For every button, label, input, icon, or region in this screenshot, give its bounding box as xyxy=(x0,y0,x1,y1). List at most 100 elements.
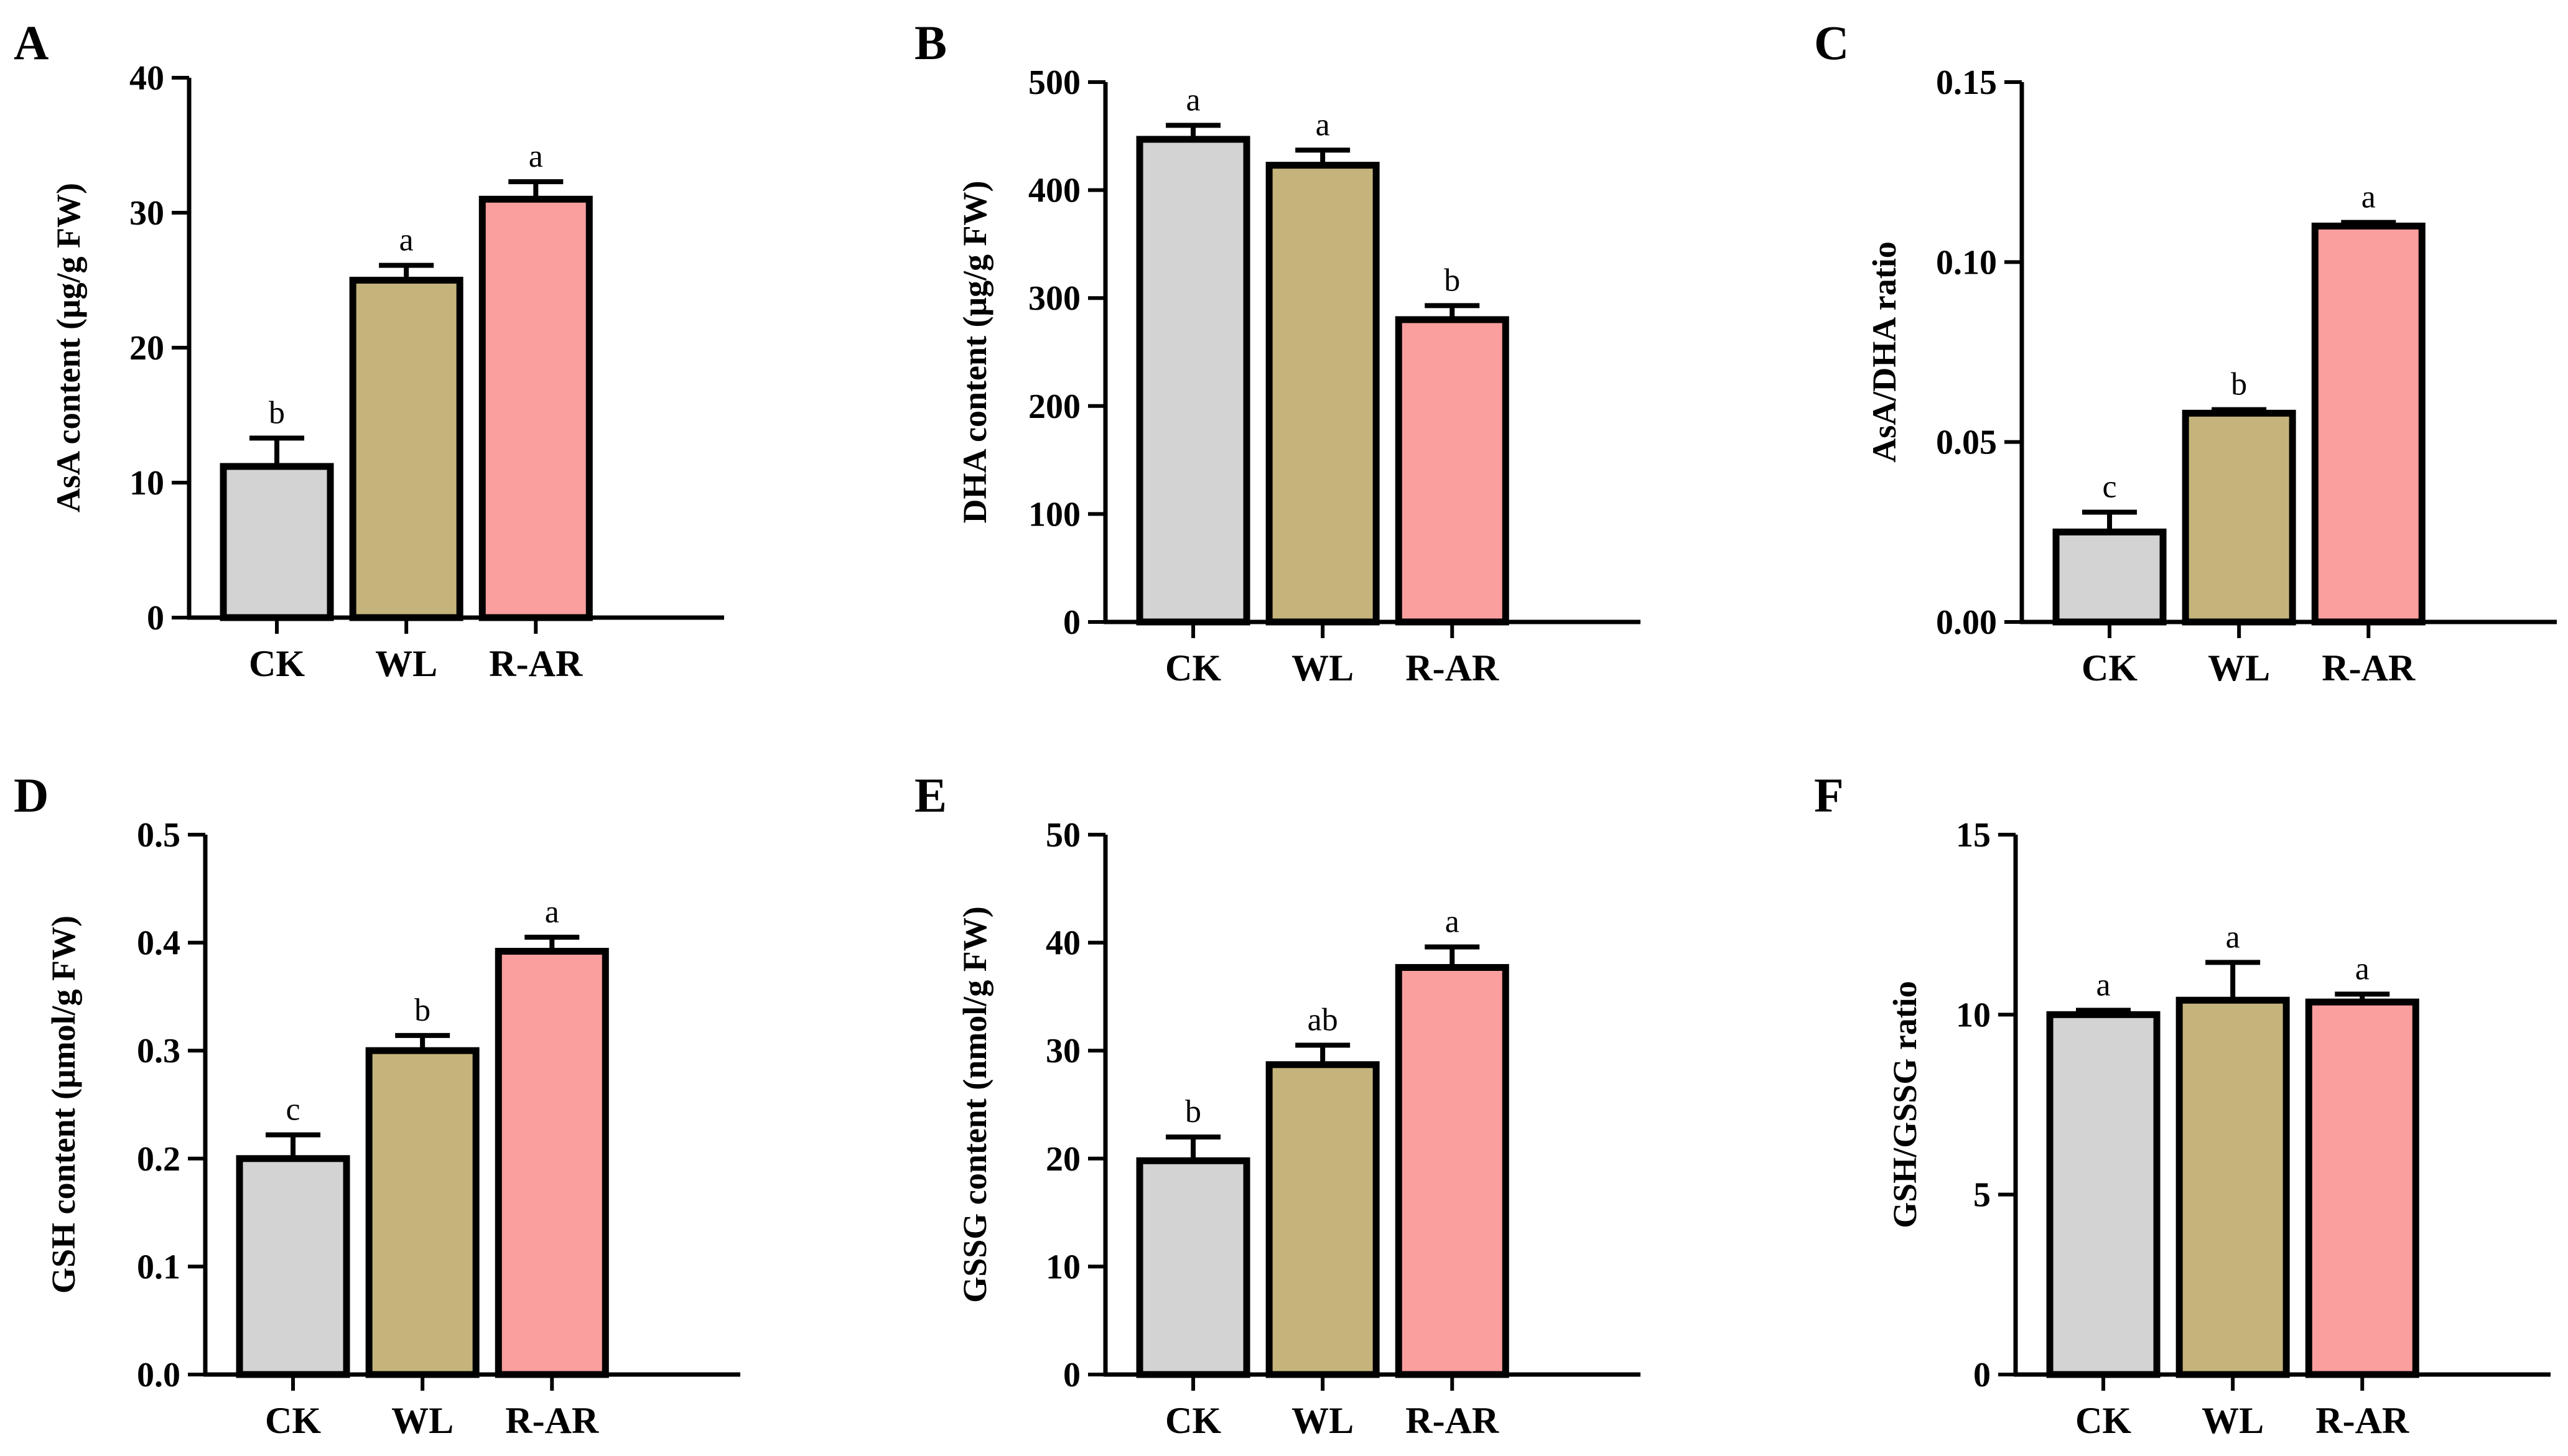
bar-R-AR xyxy=(1395,964,1509,1378)
y-tick-label: 10 xyxy=(129,464,164,503)
panel-letter: F xyxy=(1814,768,1844,822)
y-axis-title: DHA content (μg/g FW) xyxy=(956,180,993,523)
significance-label-CK: a xyxy=(1186,82,1200,118)
x-tick-label-WL: WL xyxy=(1291,1400,1354,1441)
bar-WL xyxy=(2182,409,2296,626)
y-tick-label: 100 xyxy=(1028,495,1081,534)
bar-WL xyxy=(349,277,463,621)
y-tick-label: 20 xyxy=(1046,1140,1081,1179)
significance-label-WL: ab xyxy=(1308,1003,1338,1038)
y-tick-label: 0.3 xyxy=(137,1032,180,1070)
y-tick-label: 0 xyxy=(1973,1356,1991,1394)
bar-WL xyxy=(2175,996,2290,1378)
bar-R-AR xyxy=(2305,998,2419,1378)
bar-WL xyxy=(1265,1061,1380,1378)
y-tick-label: 0.0 xyxy=(137,1356,180,1394)
significance-label-CK: c xyxy=(2102,470,2116,505)
y-tick-label: 30 xyxy=(129,194,164,233)
significance-label-CK: b xyxy=(269,395,285,430)
significance-label-R-AR: a xyxy=(2355,951,2370,986)
significance-label-R-AR: a xyxy=(545,894,559,930)
significance-label-R-AR: a xyxy=(2361,180,2376,215)
y-tick-label: 0.2 xyxy=(137,1140,180,1179)
x-tick-label-CK: CK xyxy=(1165,1400,1221,1441)
x-tick-label-WL: WL xyxy=(375,643,437,684)
x-tick-label-R-AR: R-AR xyxy=(2322,647,2416,689)
x-tick-label-R-AR: R-AR xyxy=(1405,1400,1499,1441)
y-tick-label: 0.05 xyxy=(1936,424,1997,462)
panel-letter: E xyxy=(914,768,947,822)
bar-R-AR xyxy=(2311,222,2426,626)
y-tick-label: 5 xyxy=(1973,1176,1991,1215)
significance-label-R-AR: a xyxy=(529,139,543,174)
bar-CK xyxy=(2052,528,2167,626)
panel-F: Fa CK a WL a R-AR 0 5 10 15 GSH/GSSG ratio xyxy=(1814,768,2551,1441)
y-tick-label: 0.10 xyxy=(1936,243,1997,282)
y-tick-label: 0 xyxy=(147,599,164,638)
panel-B: Ba CK a WL b R-AR 0 100 200 300 400 500 DHA content … xyxy=(914,16,1640,689)
panel-D: Dc CK b WL a R-AR 0.0 0.1 0.2 0.3 0.4 0.5 GSH conten… xyxy=(14,768,740,1441)
x-tick-label-WL: WL xyxy=(2202,1400,2264,1441)
y-axis-title: GSH content (μmol/g FW) xyxy=(45,916,82,1294)
y-tick-label: 30 xyxy=(1046,1032,1081,1070)
significance-label-R-AR: b xyxy=(1444,262,1460,298)
y-tick-label: 10 xyxy=(1046,1248,1081,1286)
x-tick-label-R-AR: R-AR xyxy=(489,643,583,684)
y-tick-label: 0 xyxy=(1063,1356,1081,1394)
bar-WL xyxy=(1265,162,1380,626)
y-tick-label: 40 xyxy=(1046,924,1081,963)
y-tick-label: 0.15 xyxy=(1936,63,1997,102)
x-tick-label-CK: CK xyxy=(1165,647,1221,689)
x-tick-label-CK: CK xyxy=(2075,1400,2131,1441)
y-tick-label: 200 xyxy=(1028,387,1081,426)
panel-A: Ab CK a WL a R-AR 0 10 20 30 40 AsA content (μg/g F… xyxy=(14,16,724,684)
x-tick-label-WL: WL xyxy=(2208,647,2270,689)
panel-E: Eb CK ab WL a R-AR 0 10 20 30 40 50 GSSG content (nm… xyxy=(914,768,1640,1441)
y-tick-label: 0 xyxy=(1063,603,1081,642)
x-tick-label-CK: CK xyxy=(2082,647,2138,689)
y-tick-label: 20 xyxy=(129,329,164,368)
x-tick-label-WL: WL xyxy=(1291,647,1354,689)
y-axis-title: GSH/GSSG ratio xyxy=(1886,981,1924,1228)
x-tick-label-CK: CK xyxy=(265,1400,321,1441)
bar-WL xyxy=(365,1047,480,1378)
panel-letter: C xyxy=(1814,16,1849,70)
significance-label-CK: a xyxy=(2096,967,2110,1003)
x-tick-label-R-AR: R-AR xyxy=(1405,647,1499,689)
y-tick-label: 0.1 xyxy=(137,1248,180,1286)
bar-R-AR xyxy=(478,195,593,621)
panel-C: Cc CK b WL a R-AR 0.00 0.05 0.10 0.15 AsA/DHA rati… xyxy=(1814,16,2557,689)
bar-CK xyxy=(1136,136,1250,626)
y-tick-label: 500 xyxy=(1028,63,1081,102)
y-tick-label: 15 xyxy=(1956,816,1991,855)
bar-R-AR xyxy=(495,947,609,1378)
bar-CK xyxy=(236,1155,350,1378)
significance-label-WL: b xyxy=(414,993,430,1028)
y-axis-title: AsA/DHA ratio xyxy=(1866,241,1903,462)
bar-R-AR xyxy=(1395,316,1509,626)
x-tick-label-R-AR: R-AR xyxy=(505,1400,599,1441)
x-tick-label-WL: WL xyxy=(391,1400,454,1441)
y-axis-title: GSSG content (nmol/g FW) xyxy=(956,906,993,1303)
y-tick-label: 50 xyxy=(1046,816,1081,855)
panel-letter: D xyxy=(14,768,49,822)
bar-CK xyxy=(220,463,334,621)
significance-label-WL: a xyxy=(2226,919,2240,955)
y-tick-label: 400 xyxy=(1028,172,1081,210)
y-tick-label: 0.4 xyxy=(137,924,180,963)
panel-letter: A xyxy=(14,16,49,70)
bar-CK xyxy=(1136,1157,1250,1378)
y-tick-label: 300 xyxy=(1028,279,1081,318)
y-tick-label: 40 xyxy=(129,59,164,98)
significance-label-R-AR: a xyxy=(1445,904,1459,940)
bar-CK xyxy=(2046,1011,2161,1378)
significance-label-WL: a xyxy=(1316,107,1330,142)
panel-letter: B xyxy=(914,16,947,70)
significance-label-WL: b xyxy=(2231,367,2247,402)
significance-label-CK: b xyxy=(1185,1094,1201,1129)
x-tick-label-CK: CK xyxy=(249,643,305,684)
y-axis-title: AsA content (μg/g FW) xyxy=(50,183,87,512)
significance-label-WL: a xyxy=(399,223,414,258)
y-tick-label: 0.00 xyxy=(1936,603,1997,642)
